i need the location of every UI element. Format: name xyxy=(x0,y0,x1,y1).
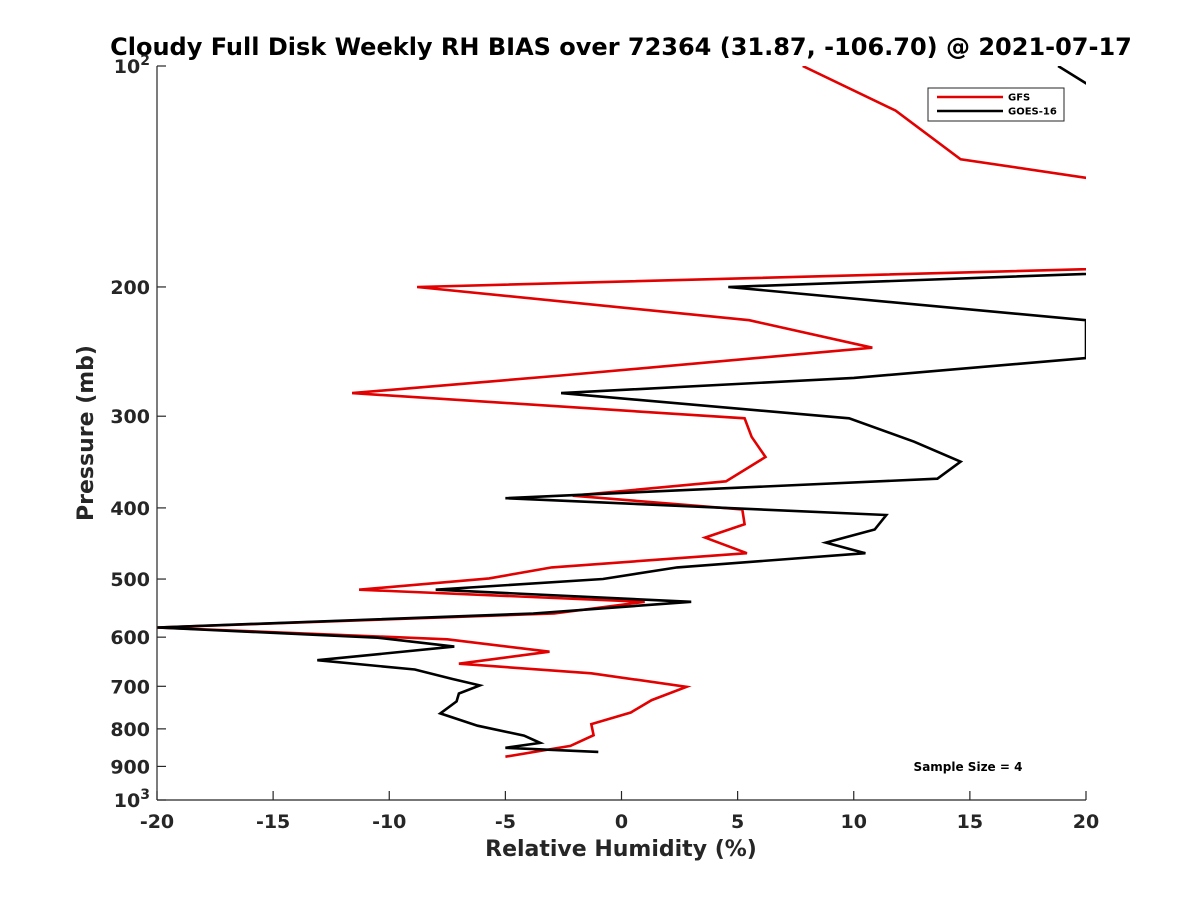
x-tick-label: -15 xyxy=(256,811,290,833)
y-tick-label: 300 xyxy=(110,406,150,428)
legend-box xyxy=(927,87,1065,122)
y-tick-label: 700 xyxy=(110,676,150,698)
y-tick-label: 500 xyxy=(110,569,150,591)
y-tick-label: 103 xyxy=(114,787,150,812)
sample-size-annotation: Sample Size = 4 xyxy=(914,760,1023,774)
x-tick-label: -5 xyxy=(495,811,516,833)
y-ticks: 102 200 300 400 500 600 700 800 900 103 xyxy=(110,53,166,812)
y-tick-label: 800 xyxy=(110,719,150,741)
plot-area xyxy=(157,66,1086,800)
y-tick-label: 900 xyxy=(110,756,150,778)
x-ticks: -20 -15 -10 -5 0 5 10 15 20 xyxy=(140,791,1099,833)
series-layer xyxy=(157,66,1086,758)
legend: GFS GOES-16 xyxy=(927,87,1065,122)
y-tick-label: 200 xyxy=(110,277,150,299)
y-tick-label: 102 xyxy=(114,53,150,78)
x-tick-label: 15 xyxy=(957,811,983,833)
chart-title: Cloudy Full Disk Weekly RH BIAS over 723… xyxy=(110,33,1132,61)
x-tick-label: 10 xyxy=(841,811,867,833)
series-line-gfs xyxy=(157,66,1086,758)
x-axis-label: Relative Humidity (%) xyxy=(485,837,757,862)
x-tick-label: -20 xyxy=(140,811,174,833)
x-tick-label: 0 xyxy=(615,811,628,833)
y-axis-label: Pressure (mb) xyxy=(74,345,99,521)
legend-label: GOES-16 xyxy=(1008,107,1057,118)
y-tick-label: 600 xyxy=(110,627,150,649)
x-tick-label: -10 xyxy=(372,811,406,833)
x-tick-label: 5 xyxy=(731,811,744,833)
x-tick-label: 20 xyxy=(1073,811,1099,833)
y-tick-label: 400 xyxy=(110,498,150,520)
series-line-goes-16 xyxy=(157,66,1086,754)
legend-label: GFS xyxy=(1008,93,1030,104)
